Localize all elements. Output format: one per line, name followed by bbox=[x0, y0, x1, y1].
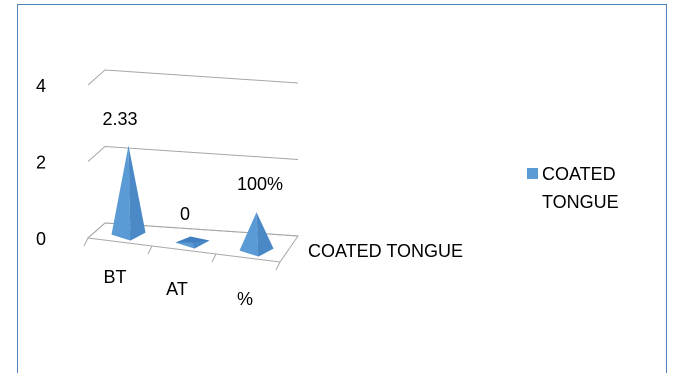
pyramid-face bbox=[175, 242, 195, 249]
pyramid bbox=[111, 145, 146, 241]
x-tick bbox=[275, 261, 281, 271]
y-tick-label: 4 bbox=[36, 76, 46, 96]
x-tick-label: AT bbox=[166, 279, 188, 299]
pyramid bbox=[175, 236, 210, 249]
legend-label: COATED TONGUE bbox=[542, 164, 619, 212]
y-tick-label: 0 bbox=[36, 229, 46, 249]
x-tick-label: BT bbox=[103, 267, 126, 287]
value-label: 0 bbox=[180, 204, 190, 224]
depth-axis-label: COATED TONGUE bbox=[308, 241, 463, 261]
pyramid bbox=[239, 212, 274, 257]
pyramid-face bbox=[192, 240, 210, 249]
y-tick-label: 2 bbox=[36, 152, 46, 172]
x-tick bbox=[147, 245, 153, 255]
pyramid-face bbox=[111, 145, 131, 241]
value-label: 2.33 bbox=[102, 109, 137, 129]
pyramid-face bbox=[256, 212, 274, 257]
legend-key bbox=[527, 168, 538, 179]
pyramid-face bbox=[239, 212, 259, 257]
x-tick bbox=[211, 253, 217, 263]
x-tick bbox=[83, 237, 89, 247]
grid-line bbox=[87, 69, 299, 86]
value-label: 100% bbox=[237, 174, 283, 194]
legend: COATED TONGUE bbox=[527, 162, 622, 216]
x-tick-label: % bbox=[237, 289, 253, 309]
grid-line bbox=[87, 145, 299, 162]
pyramid-face bbox=[128, 145, 146, 241]
